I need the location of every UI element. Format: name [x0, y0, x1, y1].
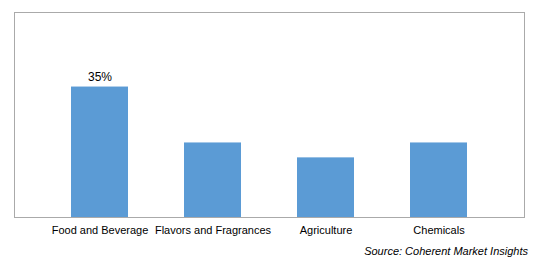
svg-text:35%: 35% — [88, 70, 112, 84]
svg-text:Chemicals: Chemicals — [413, 224, 465, 236]
svg-text:Agriculture: Agriculture — [300, 224, 353, 236]
svg-text:Flavors and Fragrances: Flavors and Fragrances — [155, 224, 272, 236]
html-text:Source: Coherent Market Insigh: Source: Coherent Market Insights — [364, 245, 528, 257]
svg-text:Food and Beverage: Food and Beverage — [52, 224, 149, 236]
